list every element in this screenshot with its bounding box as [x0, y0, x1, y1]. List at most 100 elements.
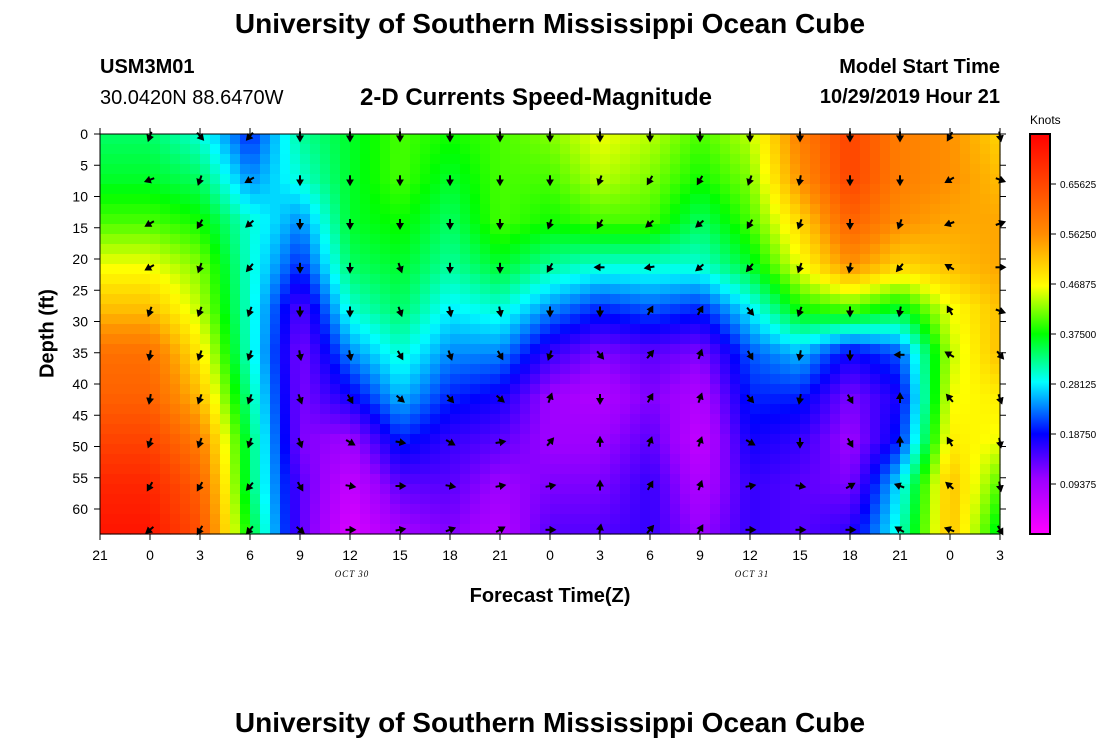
heat-cell: [470, 234, 481, 245]
heat-cell: [660, 454, 671, 465]
heat-cell: [520, 244, 531, 255]
heat-cell: [220, 504, 231, 515]
heat-cell: [380, 144, 391, 155]
heat-cell: [960, 214, 971, 225]
heat-cell: [310, 414, 321, 425]
heat-cell: [510, 264, 521, 275]
heat-cell: [730, 154, 741, 165]
direction-arrow: [546, 218, 554, 230]
heat-cell: [850, 404, 861, 415]
heat-cell: [940, 424, 951, 435]
heat-cell: [980, 514, 991, 525]
heat-cell: [110, 304, 121, 315]
heat-cell: [420, 294, 431, 305]
heat-cell: [770, 284, 781, 295]
x-tick-label: 0: [146, 547, 154, 563]
heat-cell: [580, 264, 591, 275]
heat-cell: [720, 334, 731, 345]
heat-cell: [530, 514, 541, 525]
heat-cell: [510, 414, 521, 425]
heat-cell: [950, 474, 961, 485]
heat-cell: [120, 524, 131, 535]
heat-cell: [250, 514, 261, 525]
heat-cell: [500, 324, 511, 335]
heat-cell: [230, 374, 241, 385]
x-tick-label: 9: [696, 547, 704, 563]
heat-cell: [710, 234, 721, 245]
heat-cell: [230, 244, 241, 255]
heat-cell: [470, 294, 481, 305]
heat-cell: [210, 494, 221, 505]
heat-cell: [960, 144, 971, 155]
heat-cell: [500, 494, 511, 505]
heat-cell: [210, 144, 221, 155]
heat-cell: [840, 334, 851, 345]
heat-cell: [960, 454, 971, 465]
heat-cell: [190, 384, 201, 395]
heat-cell: [900, 454, 911, 465]
heat-cell: [970, 254, 981, 265]
heat-cell: [900, 484, 911, 495]
heat-cell: [340, 434, 351, 445]
heat-cell: [250, 364, 261, 375]
heat-cell: [170, 134, 181, 145]
heat-cell: [180, 274, 191, 285]
heat-cell: [210, 194, 221, 205]
heat-cell: [660, 504, 671, 515]
heat-cell: [800, 214, 811, 225]
heat-cell: [770, 514, 781, 525]
heat-cell: [320, 184, 331, 195]
heat-cell: [300, 494, 311, 505]
heat-cell: [470, 524, 481, 535]
heat-cell: [870, 304, 881, 315]
heat-cell: [690, 134, 701, 145]
heat-cell: [100, 384, 111, 395]
heat-cell: [720, 144, 731, 155]
direction-arrow: [146, 481, 154, 492]
heat-cell: [880, 524, 891, 535]
direction-arrow: [196, 175, 204, 186]
heat-cell: [750, 244, 761, 255]
heat-cell: [560, 354, 571, 365]
heat-cell: [510, 334, 521, 345]
heat-cell: [830, 504, 841, 515]
heat-cell: [790, 434, 801, 445]
heat-cell: [460, 284, 471, 295]
heat-cell: [710, 444, 721, 455]
heat-cell: [490, 154, 501, 165]
heat-cell: [570, 424, 581, 435]
heat-cell: [300, 244, 311, 255]
heat-cell: [560, 364, 571, 375]
heat-cell: [510, 404, 521, 415]
heat-cell: [820, 484, 831, 495]
heat-cell: [880, 494, 891, 505]
heat-cell: [490, 214, 501, 225]
heat-cell: [430, 464, 441, 475]
heat-cell: [120, 314, 131, 325]
heat-cell: [670, 344, 681, 355]
heat-cell: [260, 234, 271, 245]
heat-cell: [250, 434, 261, 445]
heat-cell: [690, 514, 701, 525]
heat-cell: [530, 314, 541, 325]
heat-cell: [680, 194, 691, 205]
heat-cell: [420, 304, 431, 315]
heat-cell: [650, 334, 661, 345]
heat-cell: [490, 364, 501, 375]
heat-cell: [110, 224, 121, 235]
heat-cell: [610, 414, 621, 425]
heat-cell: [430, 314, 441, 325]
heat-cell: [540, 224, 551, 235]
heat-cell: [780, 514, 791, 525]
heat-cell: [780, 474, 791, 485]
heat-cell: [610, 474, 621, 485]
heat-cell: [320, 244, 331, 255]
heat-cell: [900, 134, 911, 145]
heat-cell: [830, 324, 841, 335]
heat-cell: [100, 504, 111, 515]
heat-cell: [580, 384, 591, 395]
heat-cell: [990, 414, 1001, 425]
heat-cell: [660, 214, 671, 225]
heat-cell: [910, 514, 921, 525]
heat-cell: [610, 264, 621, 275]
